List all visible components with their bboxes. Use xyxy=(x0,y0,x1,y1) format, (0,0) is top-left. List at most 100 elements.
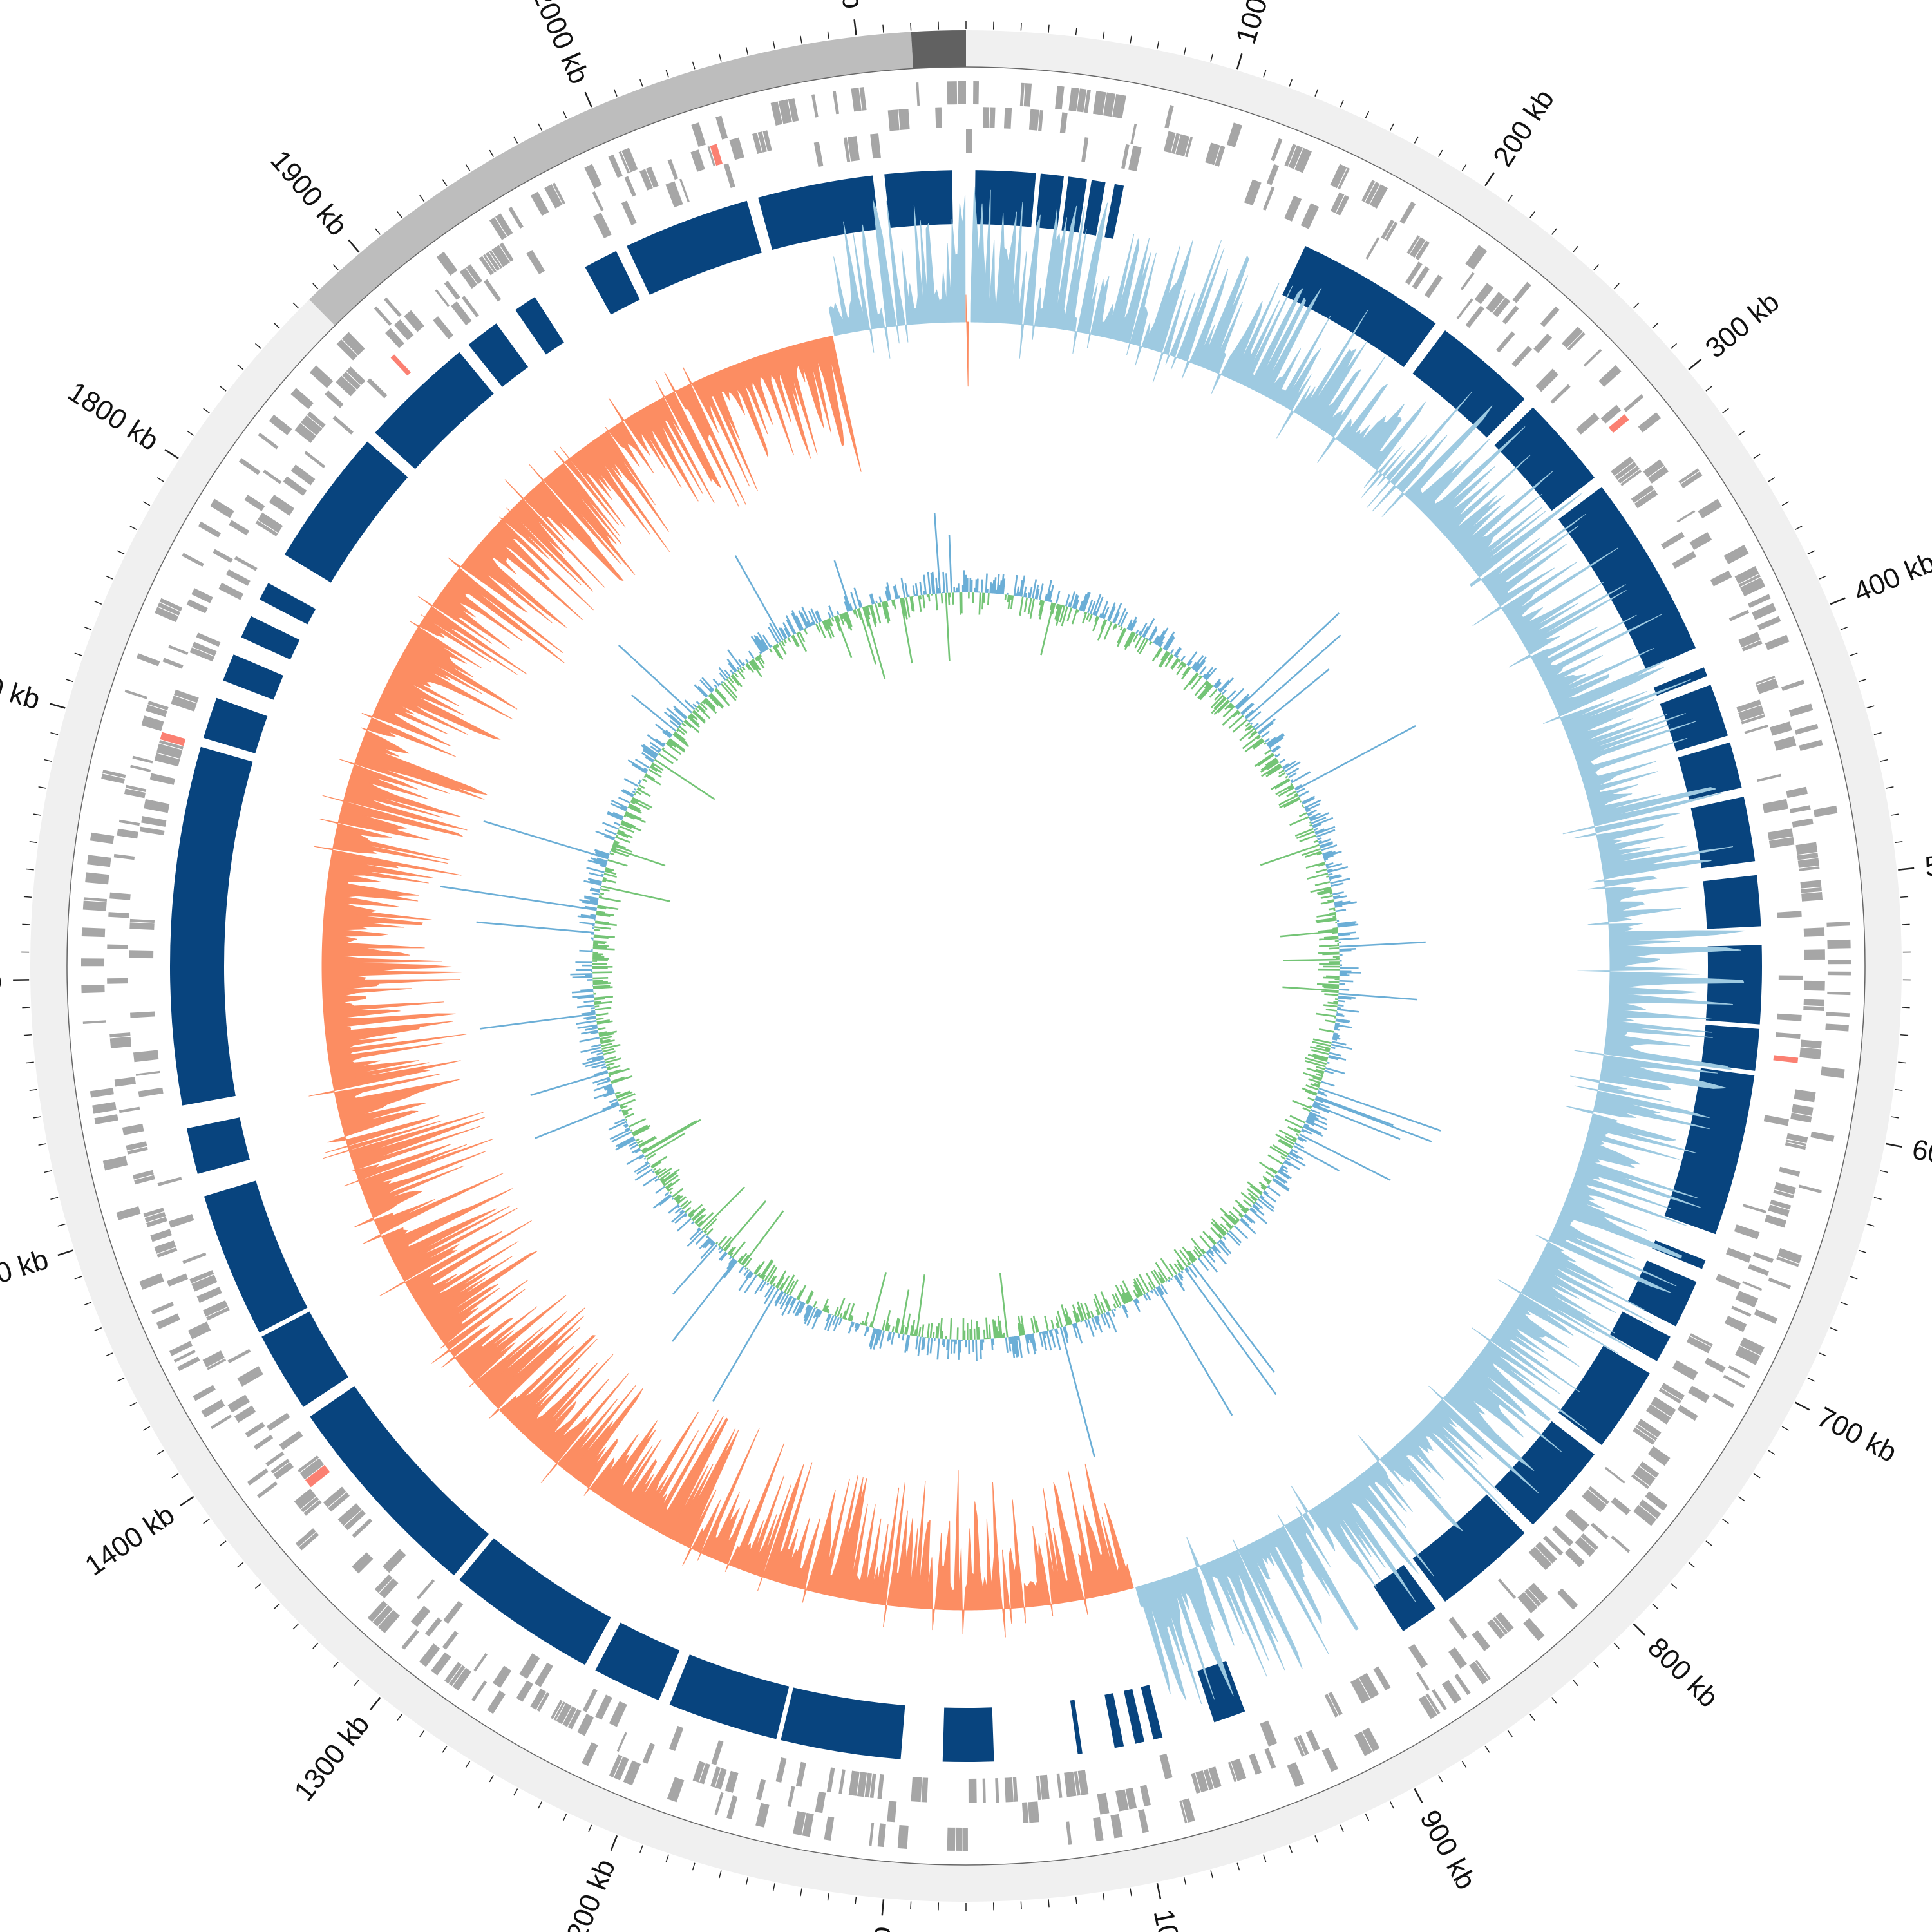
gc-skew-negative xyxy=(308,336,1134,1638)
feature-block xyxy=(585,251,640,315)
cog-gene xyxy=(1676,510,1696,523)
cog-gene xyxy=(191,588,213,603)
feature-block xyxy=(375,352,494,469)
minor-tick xyxy=(1873,732,1882,735)
cog-gene xyxy=(332,415,354,435)
minor-tick xyxy=(44,759,52,762)
feature-block xyxy=(1197,1660,1245,1723)
cog-gene xyxy=(168,1213,194,1228)
cog-gene xyxy=(1362,1727,1380,1752)
cog-gene xyxy=(1735,1345,1761,1365)
cog-gene xyxy=(916,82,920,106)
cog-gene xyxy=(1797,858,1819,868)
minor-tick xyxy=(1210,53,1213,62)
cog-gene xyxy=(1297,1734,1309,1756)
tick-label-1300kb: 1300 kb xyxy=(288,1709,375,1807)
cog-gene xyxy=(530,191,549,216)
minor-tick xyxy=(29,1088,37,1092)
cog-gene xyxy=(1511,345,1532,368)
minor-tick xyxy=(1289,79,1293,87)
cog-gene xyxy=(1776,1032,1801,1039)
cog-gene xyxy=(887,109,900,131)
cog-gene xyxy=(256,1481,278,1499)
cog-gene xyxy=(273,1462,294,1480)
cog-gene xyxy=(1741,640,1763,652)
feature-block xyxy=(1660,685,1728,752)
feature-block xyxy=(1104,184,1124,239)
cog-gene xyxy=(1195,1770,1209,1793)
minor-tick xyxy=(882,24,884,33)
cog-gene xyxy=(385,328,404,348)
cog-gene xyxy=(1678,468,1700,484)
cog-gene xyxy=(301,1496,319,1513)
cog-gene xyxy=(294,1488,317,1510)
cog-gene xyxy=(436,251,458,276)
minor-tick xyxy=(26,1061,34,1064)
minor-tick xyxy=(22,1007,30,1009)
feature-block xyxy=(1141,1685,1163,1740)
minor-tick xyxy=(538,1801,543,1809)
cog-gene xyxy=(1779,1166,1801,1177)
feature-block xyxy=(781,1687,905,1759)
feature-block xyxy=(241,616,300,660)
cog-gene xyxy=(102,770,126,779)
cog-gene xyxy=(1633,1466,1656,1486)
minor-tick xyxy=(1530,1714,1535,1721)
cog-gene xyxy=(379,1578,399,1598)
minor-tick xyxy=(74,652,82,656)
minor-tick xyxy=(665,70,669,78)
minor-tick xyxy=(1781,501,1789,506)
cog-gene xyxy=(1799,1047,1821,1060)
position-ticks xyxy=(13,19,1915,1916)
cog-gene xyxy=(824,1816,835,1841)
cog-gene xyxy=(1097,1792,1110,1815)
minor-tick xyxy=(1859,679,1867,683)
cog-gene xyxy=(132,755,153,764)
cog-gene xyxy=(1731,1305,1752,1317)
cog-gene xyxy=(645,166,659,188)
cog-gene xyxy=(1495,331,1515,353)
minor-tick xyxy=(1705,386,1712,392)
minor-tick xyxy=(29,840,37,844)
minor-tick xyxy=(1103,31,1105,39)
cog-gene xyxy=(1028,109,1039,131)
cog-gene xyxy=(1021,1802,1029,1824)
minor-tick xyxy=(613,89,618,97)
minor-tick xyxy=(50,732,59,735)
minor-tick xyxy=(1652,1603,1659,1610)
cog-gene xyxy=(159,598,183,612)
cog-gene xyxy=(877,1823,886,1848)
cog-gene xyxy=(1744,724,1768,734)
cog-gene xyxy=(1535,1541,1557,1564)
cog-gene xyxy=(1418,1695,1437,1719)
cog-gene xyxy=(1330,164,1347,189)
cog-gene xyxy=(141,816,167,827)
cog-gene xyxy=(811,94,819,118)
cog-gene xyxy=(1825,1023,1849,1032)
cog-gene xyxy=(1788,703,1814,717)
cog-gene xyxy=(352,1518,373,1538)
cog-gene xyxy=(157,602,181,616)
minor-tick xyxy=(1593,264,1600,271)
cog-gene xyxy=(367,1600,388,1622)
cog-gene xyxy=(1465,305,1485,328)
minor-tick xyxy=(1551,1697,1557,1704)
cog-gene xyxy=(1474,283,1494,305)
cog-gene xyxy=(449,1665,466,1687)
cog-gene xyxy=(1598,365,1622,387)
cog-gene xyxy=(787,1786,795,1807)
cog-gene xyxy=(298,1455,319,1473)
cog-gene xyxy=(723,163,735,189)
cog-gene xyxy=(752,133,762,154)
cog-gene xyxy=(757,131,767,153)
cog-gene xyxy=(393,319,414,341)
cog-gene xyxy=(107,978,128,984)
cog-gene xyxy=(129,950,154,959)
cog-gene xyxy=(1799,739,1823,752)
cog-gene xyxy=(1365,182,1380,205)
cog-gene xyxy=(168,645,189,656)
minor-tick xyxy=(1340,1824,1344,1833)
cog-gene xyxy=(80,958,105,967)
minor-tick xyxy=(1365,111,1370,119)
minor-tick xyxy=(1819,1352,1827,1357)
